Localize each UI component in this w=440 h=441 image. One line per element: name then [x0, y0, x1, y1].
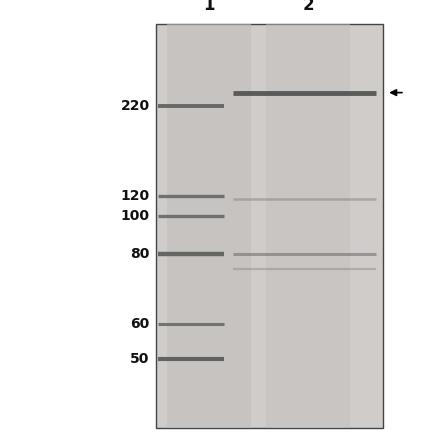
Bar	[167, 24, 251, 428]
Text: 1: 1	[203, 0, 215, 14]
Text: 100: 100	[121, 209, 150, 223]
Text: 2: 2	[302, 0, 314, 14]
Text: 80: 80	[130, 247, 150, 261]
Text: 60: 60	[130, 317, 150, 331]
Text: 50: 50	[130, 352, 150, 366]
Text: 120: 120	[121, 189, 150, 203]
Bar	[266, 24, 350, 428]
Text: 220: 220	[121, 99, 150, 113]
Bar	[156, 24, 383, 428]
